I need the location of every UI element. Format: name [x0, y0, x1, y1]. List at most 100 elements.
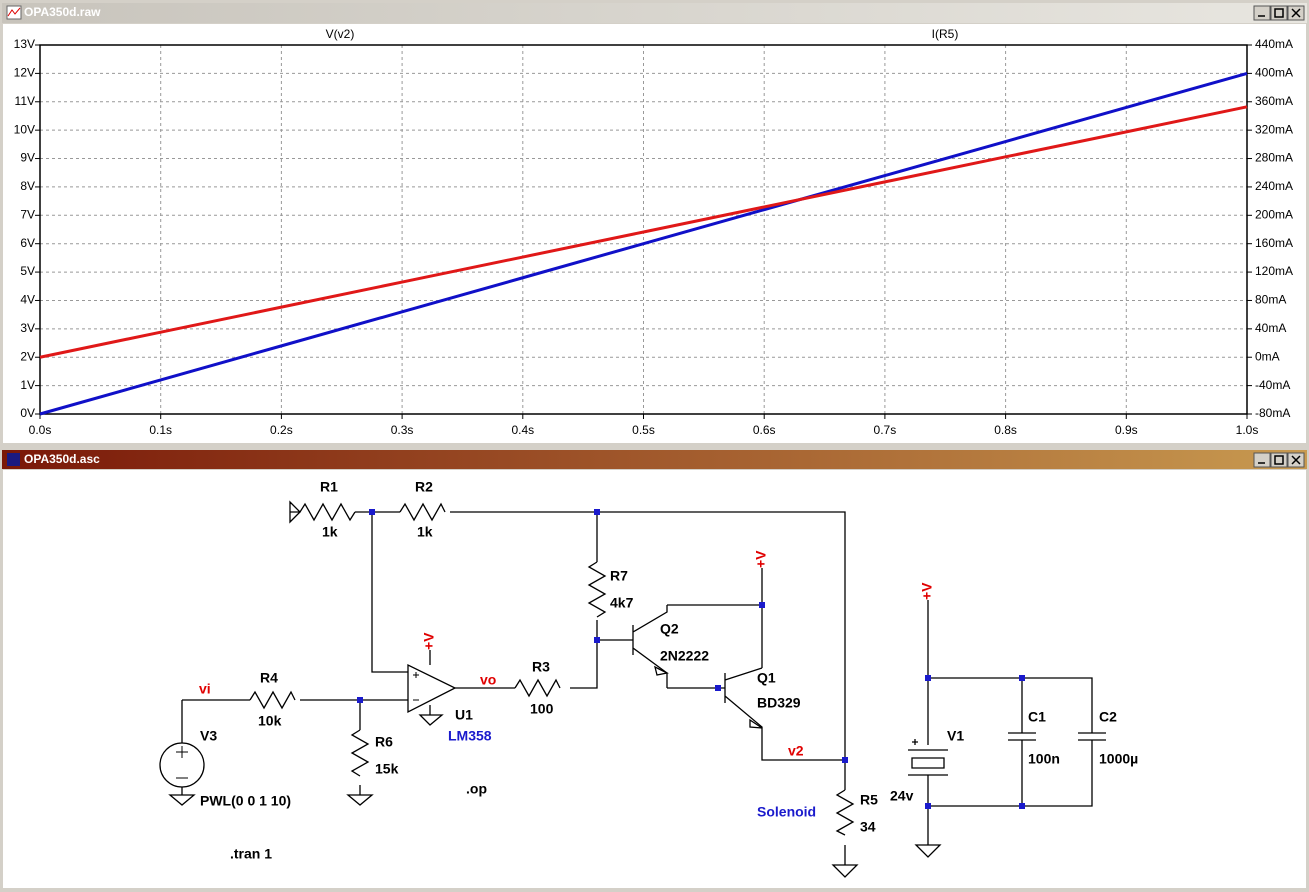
schematic-pane[interactable]: [3, 470, 1306, 888]
component-value: 100n: [1028, 751, 1060, 767]
junction: [594, 509, 600, 515]
y2-tick-label: 440mA: [1255, 37, 1293, 51]
schematic: R1 1k R2 1k R7 4k7 Q2 2N2222 R3 100 U1 L…: [159, 479, 1138, 878]
title-bar[interactable]: [2, 3, 1307, 23]
opamp-pins: [413, 672, 419, 701]
y-tick-label: 10V: [14, 122, 35, 136]
maximize[interactable]: [1270, 452, 1288, 468]
y2-tick-label: -40mA: [1255, 378, 1290, 392]
component-value: 1k: [417, 524, 433, 540]
series-line: [39, 105, 1248, 359]
supply-label: +V: [753, 550, 769, 568]
component-value: 1k: [322, 524, 338, 540]
plot-pane[interactable]: [3, 24, 1306, 443]
y2-tick-label: 240mA: [1255, 179, 1293, 193]
grounds: [168, 500, 942, 878]
y-tick-label: 7V: [20, 207, 35, 221]
component-ref: R2: [415, 479, 433, 495]
maximize[interactable]: [1270, 5, 1288, 21]
component-ref: Q1: [757, 670, 776, 686]
component-value: 34: [860, 819, 876, 835]
x-tick-label: 0.6s: [753, 423, 776, 437]
transistor-q2: [632, 605, 668, 674]
component-value: LM358: [448, 728, 492, 744]
y-tick-label: 11V: [15, 94, 35, 108]
transistor-q1: [724, 667, 763, 740]
wires: [181, 511, 1093, 865]
x-tick-label: 0.1s: [149, 423, 172, 437]
resistors: [249, 502, 855, 836]
x-tick-label: 0.4s: [511, 423, 534, 437]
battery: [908, 739, 948, 776]
junctions: [357, 509, 1025, 809]
minimize[interactable]: [1253, 5, 1271, 21]
y2-tick-label: 360mA: [1255, 94, 1293, 108]
window-buttons[interactable]: [1253, 5, 1305, 21]
component-value: 4k7: [610, 595, 634, 611]
y2-tick-label: 200mA: [1255, 207, 1293, 221]
component-ref: V3: [200, 728, 217, 744]
y2-tick-label: 40mA: [1255, 321, 1286, 335]
y2-tick-label: 120mA: [1255, 264, 1293, 278]
y-tick-label: 5V: [20, 264, 35, 278]
junction: [759, 602, 765, 608]
y2-tick-label: 0mA: [1255, 349, 1280, 363]
title-bar[interactable]: [2, 450, 1307, 469]
emitter-arrows: [654, 665, 763, 729]
button-glyphs: [1258, 455, 1301, 465]
legend-entry: I(R5): [932, 27, 959, 41]
window-buttons[interactable]: [1253, 452, 1305, 468]
x-tick-label: 0.5s: [632, 423, 655, 437]
component-value: 2N2222: [660, 648, 709, 664]
component-value: 15k: [375, 761, 399, 777]
capacitors: [1008, 732, 1106, 741]
legend-entry: V(v2): [326, 27, 355, 41]
component-ref: R1: [320, 479, 338, 495]
window-title: OPA350d.asc: [24, 452, 100, 466]
net-label: v2: [788, 743, 804, 759]
y2-tick-label: 80mA: [1255, 293, 1286, 307]
button-glyphs: [1258, 8, 1301, 18]
component-ref: R6: [375, 734, 393, 750]
y2-tick-label: 280mA: [1255, 151, 1293, 165]
window-title: OPA350d.raw: [24, 5, 101, 19]
component-ref: U1: [455, 707, 473, 723]
junction: [594, 637, 600, 643]
component-value: PWL(0 0 1 10): [200, 793, 291, 809]
y-tick-label: 13V: [14, 37, 35, 51]
voltage-source: [159, 742, 205, 788]
y-tick-label: 12V: [14, 66, 35, 80]
component-value: 1000µ: [1099, 751, 1138, 767]
component-ref: C2: [1099, 709, 1117, 725]
junction: [1019, 803, 1025, 809]
x-tick-label: 1.0s: [1236, 423, 1259, 437]
app-icon-graph: [7, 7, 21, 17]
y2-tick-label: 160mA: [1255, 236, 1293, 250]
junction: [369, 509, 375, 515]
junction: [925, 675, 931, 681]
y-tick-label: 0V: [20, 406, 35, 420]
junction: [925, 803, 931, 809]
component-ref: R7: [610, 568, 628, 584]
x-tick-label: 0.3s: [391, 423, 414, 437]
series-line: [39, 71, 1248, 416]
x-tick-label: 0.7s: [874, 423, 897, 437]
x-tick-label: 0.0s: [29, 423, 52, 437]
component-ref: Q2: [660, 621, 679, 637]
y-tick-label: 9V: [20, 151, 35, 165]
junction: [842, 757, 848, 763]
x-tick-label: 0.9s: [1115, 423, 1138, 437]
component-ref: R5: [860, 792, 878, 808]
component-ref: C1: [1028, 709, 1046, 725]
spice-directive: .op: [466, 781, 487, 797]
minimize[interactable]: [1253, 452, 1271, 468]
component-value: BD329: [757, 695, 801, 711]
component-value: 24v: [890, 788, 914, 804]
supply-label: +V: [421, 632, 437, 650]
y-tick-label: 3V: [20, 321, 35, 335]
chart: 0.0s 0.1s 0.2s 0.3s 0.4s 0.5s 0.6s 0.7s 0.8s 0.9s…: [14, 27, 1293, 437]
junction: [1019, 675, 1025, 681]
net-label: vo: [480, 672, 496, 688]
net-label: vi: [199, 681, 211, 697]
